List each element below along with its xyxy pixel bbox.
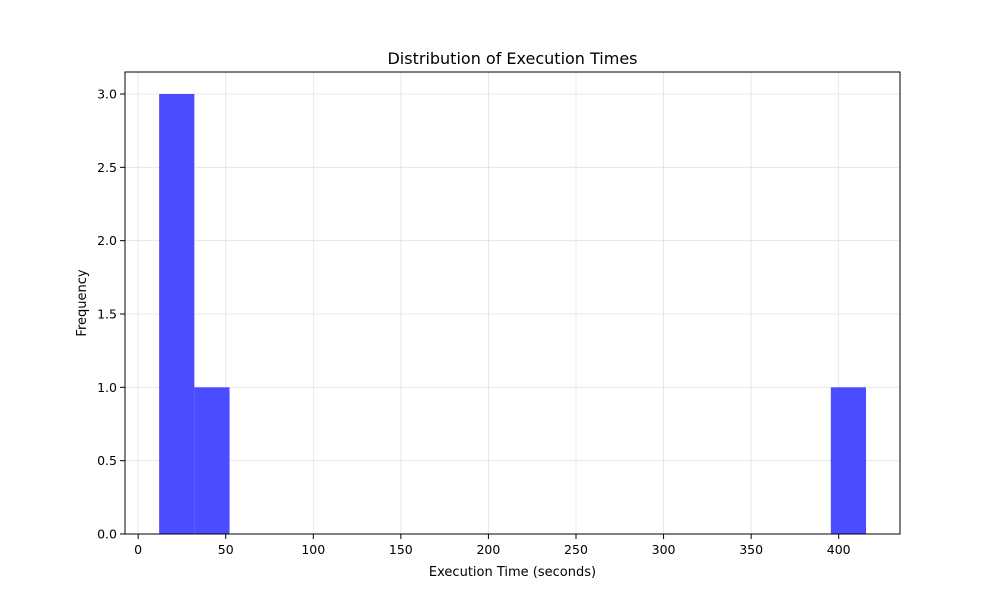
histogram-bar-1 xyxy=(159,94,195,534)
y-tick-label: 2.0 xyxy=(97,233,117,248)
y-tick-label: 0.5 xyxy=(97,453,117,468)
x-tick-label: 300 xyxy=(652,542,676,557)
grid-layer xyxy=(125,72,900,535)
y-tick-label: 3.0 xyxy=(97,87,117,102)
y-tick-label: 0.0 xyxy=(97,527,117,542)
y-axis-ticks: 0.0 0.5 1.0 1.5 2.0 2.5 3.0 xyxy=(97,87,125,542)
y-tick-label: 2.5 xyxy=(97,160,117,175)
histogram-bar-2 xyxy=(194,387,230,534)
y-tick-label: 1.0 xyxy=(97,380,117,395)
chart-title: Distribution of Execution Times xyxy=(387,49,637,68)
x-tick-label: 400 xyxy=(827,542,851,557)
x-tick-label: 50 xyxy=(218,542,234,557)
y-axis-label: Frequency xyxy=(75,269,90,336)
x-tick-label: 100 xyxy=(301,542,325,557)
x-tick-label: 350 xyxy=(739,542,763,557)
histogram-bar-3 xyxy=(830,387,867,534)
x-tick-label: 0 xyxy=(134,542,142,557)
x-tick-label: 150 xyxy=(389,542,413,557)
plot-frame xyxy=(124,71,901,535)
x-axis-label: Execution Time (seconds) xyxy=(429,565,596,580)
x-axis-ticks: 0 50 100 150 200 250 300 350 400 xyxy=(134,534,851,557)
x-tick-label: 200 xyxy=(476,542,500,557)
y-tick-label: 1.5 xyxy=(97,307,117,322)
x-tick-label: 250 xyxy=(564,542,588,557)
bars-layer xyxy=(159,94,867,534)
